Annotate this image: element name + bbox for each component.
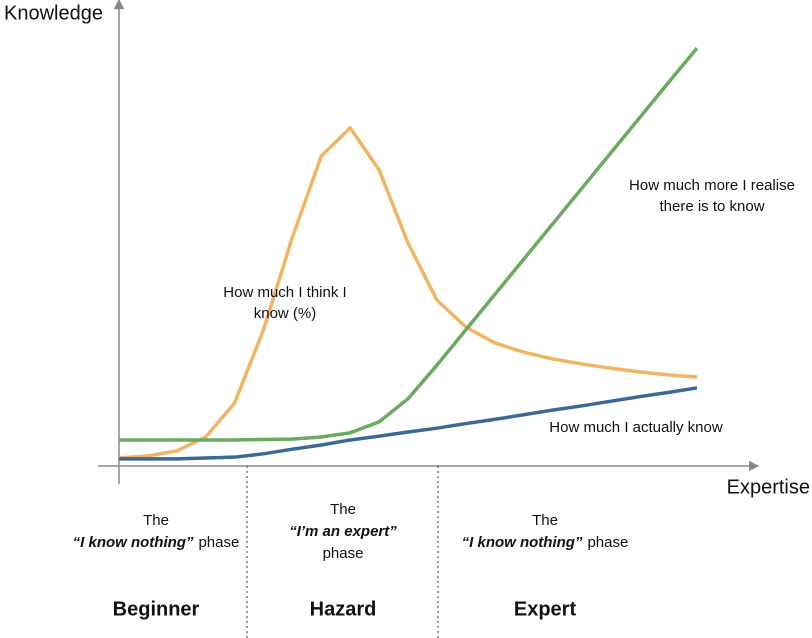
series-label: How much more I realise	[629, 177, 795, 194]
phase-intro: The	[330, 501, 356, 518]
phase-intro: The	[143, 512, 169, 529]
series-label: know (%)	[254, 305, 317, 322]
x-axis-title: Expertise	[727, 476, 810, 498]
phase-suffix: phase	[587, 534, 628, 551]
series-line	[119, 386, 698, 461]
phase-name: Beginner	[113, 598, 200, 620]
series-label: there is to know	[659, 198, 764, 215]
series-label: How much I actually know	[549, 419, 723, 436]
phase-description: “I know nothing” phase	[462, 534, 629, 551]
phase-emphasis: “I know nothing”	[73, 534, 194, 551]
phase-suffix: phase	[198, 534, 239, 551]
series-label: How much I think I	[223, 284, 346, 301]
phase-description: “I’m an expert”	[289, 523, 397, 540]
phase-name: Expert	[514, 598, 577, 620]
series-line	[118, 126, 698, 460]
phase-suffix: phase	[323, 545, 364, 562]
phase-emphasis: “I know nothing”	[462, 534, 583, 551]
y-axis-title: Knowledge	[4, 2, 103, 24]
series-line	[119, 46, 699, 442]
phase-description: “I know nothing” phase	[73, 534, 240, 551]
phase-intro: The	[532, 512, 558, 529]
phase-name: Hazard	[310, 598, 377, 620]
phase-emphasis: “I’m an expert”	[289, 523, 397, 540]
